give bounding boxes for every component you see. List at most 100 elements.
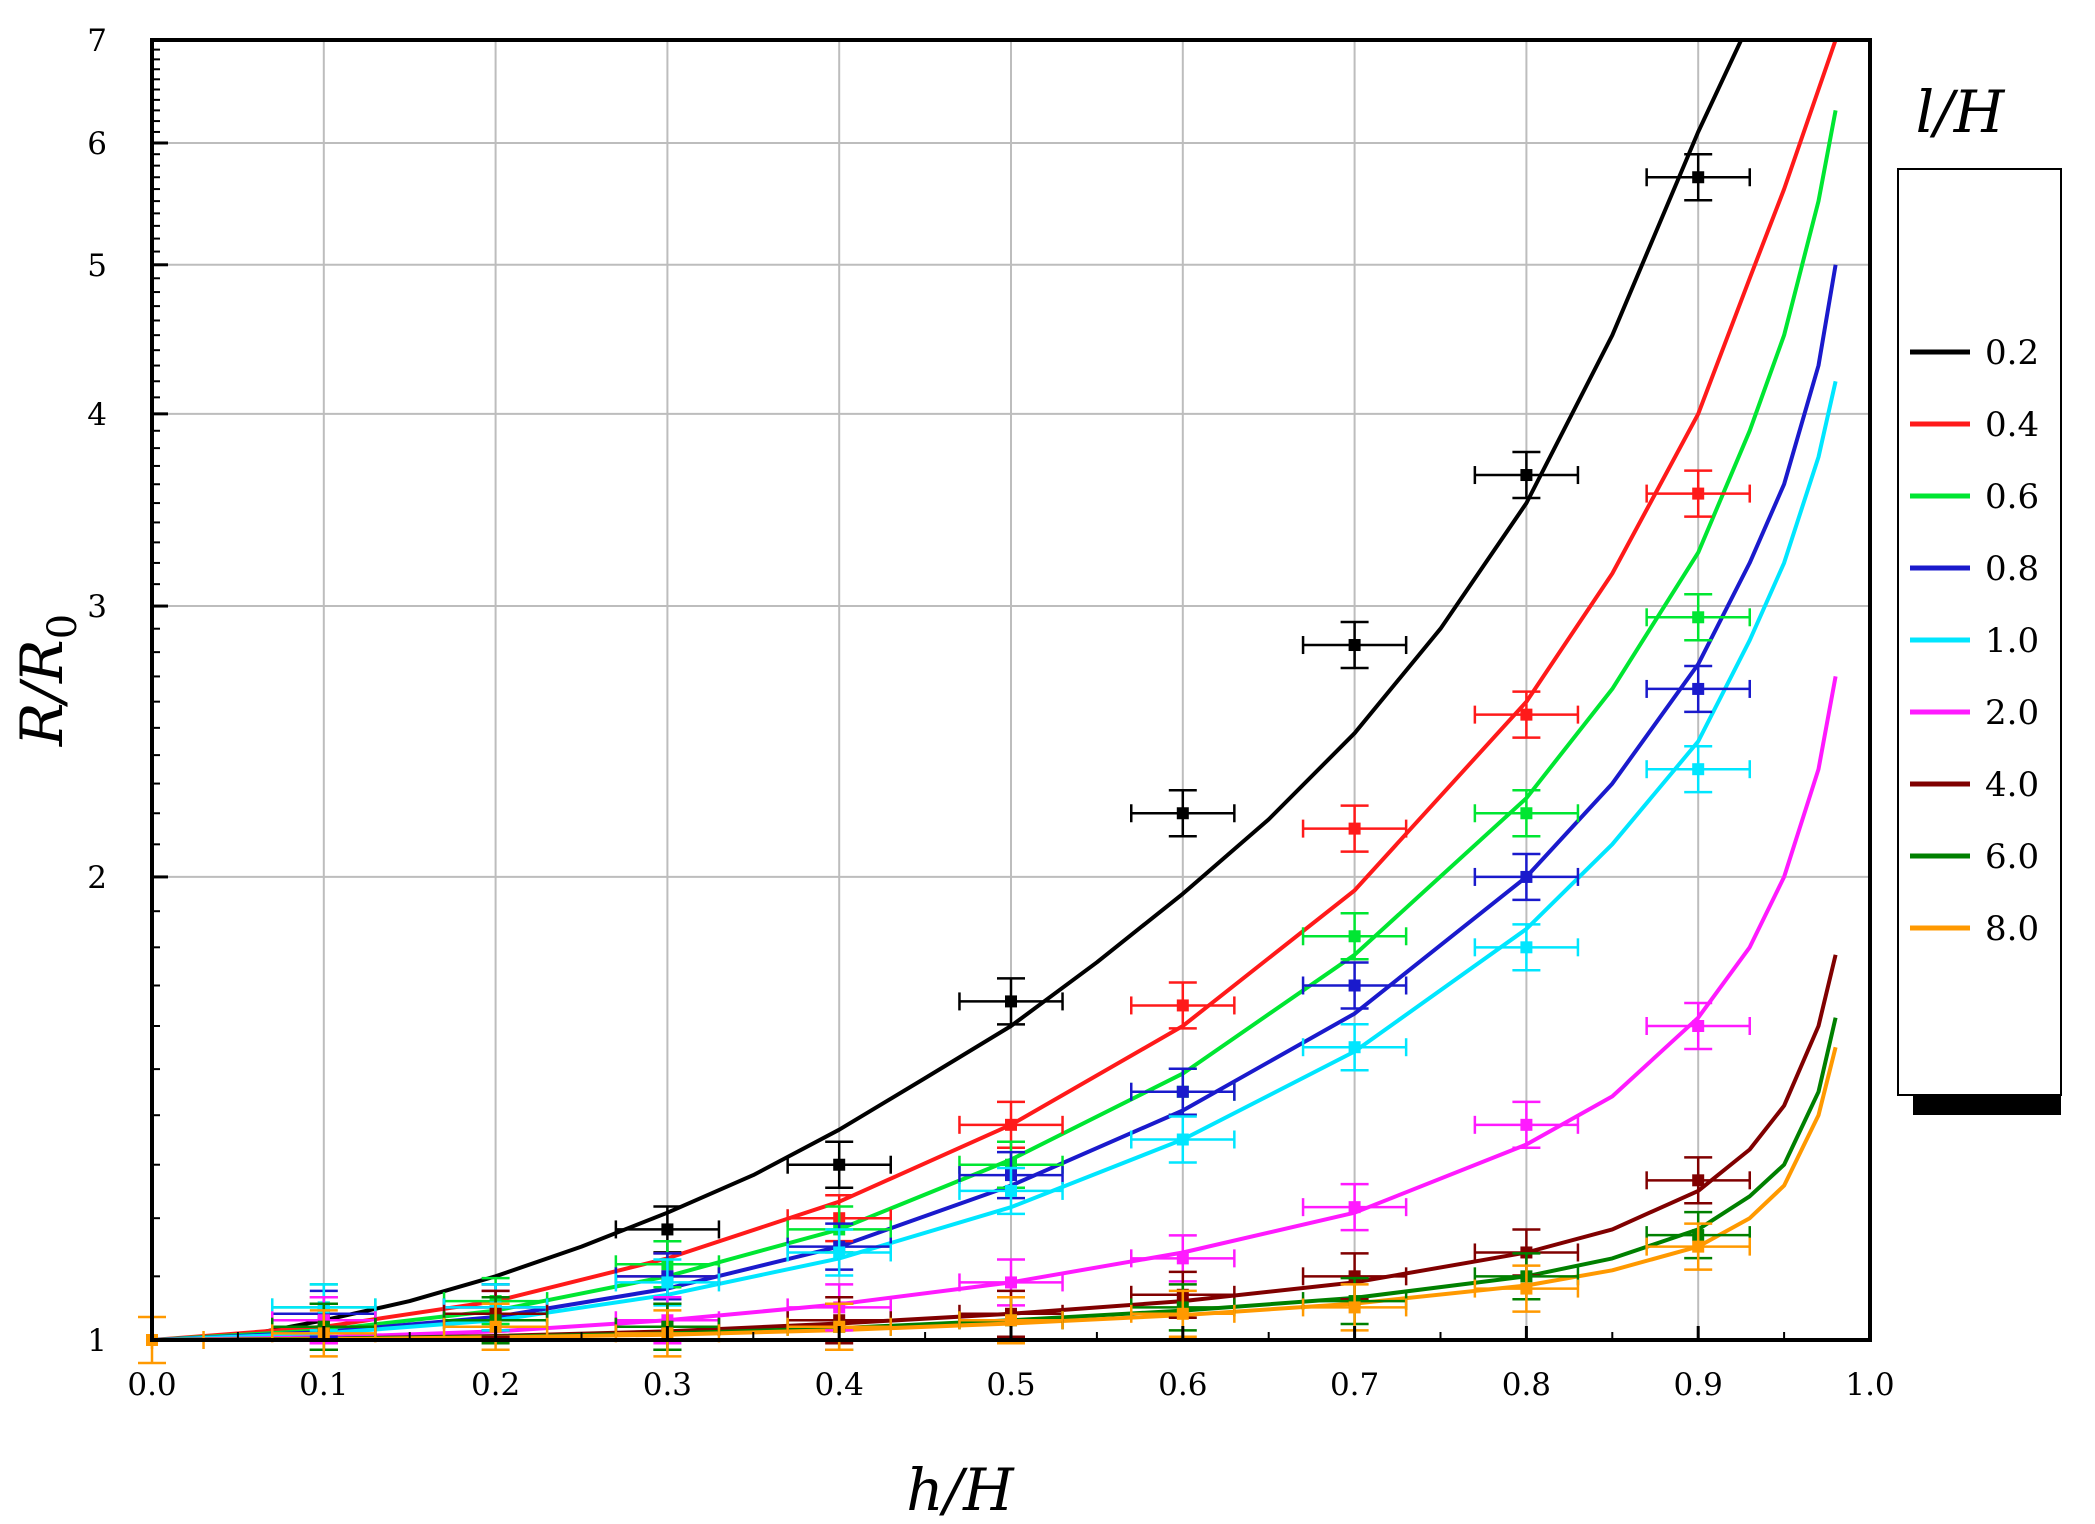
y-tick-label: 7	[87, 23, 107, 59]
data-point	[1473, 789, 1580, 838]
x-tick-label: 0.1	[299, 1367, 348, 1403]
data-point	[1130, 1115, 1236, 1164]
data-point	[1473, 450, 1580, 500]
point-marker	[1176, 1133, 1189, 1146]
y-tick-label: 6	[87, 126, 107, 162]
x-tick-label: 0.7	[1330, 1367, 1379, 1403]
legend-entry-0-6: 0.6	[1910, 477, 2039, 517]
point-marker	[833, 1246, 846, 1259]
data-point	[1301, 961, 1408, 1010]
point-marker	[833, 1158, 846, 1171]
data-point	[1473, 690, 1580, 739]
point-marker	[1520, 1118, 1533, 1131]
data-point	[958, 1100, 1064, 1150]
y-tick-label: 5	[87, 248, 107, 284]
legend-label: 0.6	[1985, 477, 2039, 517]
data-point	[958, 977, 1064, 1026]
data-point	[1473, 852, 1580, 902]
legend-entry-0-8: 0.8	[1910, 549, 2039, 589]
point-marker	[1520, 469, 1533, 482]
data-point	[1473, 1264, 1580, 1313]
legend-label: 4.0	[1985, 765, 2039, 805]
legend-entries: 0.2 0.4 0.6 0.8 1.0 2.0 4.0 6.0 8.0	[1910, 333, 2039, 949]
point-marker	[1692, 1174, 1705, 1187]
legend-label: 0.4	[1985, 405, 2039, 445]
series-line-0-4	[151, 39, 1838, 1342]
series-line-0-8	[151, 264, 1838, 1342]
point-marker	[1692, 487, 1705, 500]
y-tick-label: 4	[87, 397, 107, 433]
point-marker	[1176, 999, 1189, 1012]
data-point	[1130, 981, 1236, 1030]
x-tick-label: 0.6	[1158, 1367, 1207, 1403]
point-marker	[1348, 1201, 1361, 1214]
point-marker	[1176, 807, 1189, 820]
legend-entry-8-0: 8.0	[1910, 909, 2039, 949]
point-marker	[1176, 1252, 1189, 1265]
data-point	[1301, 620, 1408, 670]
series-points-0-2	[271, 153, 1751, 1352]
legend-label: 1.0	[1985, 621, 2039, 661]
point-marker	[1005, 1276, 1017, 1289]
legend-label: 0.2	[1985, 333, 2039, 373]
point-marker	[1348, 979, 1361, 992]
point-marker	[1692, 763, 1705, 776]
x-tick-label: 1.0	[1845, 1367, 1894, 1403]
legend-box	[1897, 168, 2062, 1096]
point-marker	[1520, 1282, 1533, 1295]
point-marker	[661, 1223, 674, 1236]
data-point	[958, 1166, 1064, 1216]
data-point	[1473, 1100, 1580, 1150]
y-axis-title: R/R0	[8, 614, 86, 747]
point-marker	[1692, 171, 1705, 184]
point-marker	[1176, 1307, 1189, 1320]
data-point	[1645, 593, 1751, 642]
point-marker	[1520, 807, 1533, 820]
data-point	[1130, 789, 1236, 838]
data-point	[786, 1140, 892, 1189]
y-axis-title-main: R/R	[8, 639, 76, 747]
axis-ticks	[150, 38, 1872, 1342]
point-marker	[1692, 1020, 1705, 1033]
legend-entry-0-4: 0.4	[1910, 405, 2039, 445]
point-marker	[1005, 1314, 1017, 1327]
point-marker	[1692, 682, 1705, 695]
legend-entry-0-2: 0.2	[1910, 333, 2039, 373]
data-point	[1645, 469, 1751, 518]
legend-label: 0.8	[1985, 549, 2039, 589]
point-marker	[1692, 611, 1705, 624]
point-marker	[1005, 995, 1017, 1008]
point-marker	[1005, 1118, 1017, 1131]
point-marker	[1520, 870, 1533, 883]
data-point	[1301, 804, 1408, 853]
point-marker	[1348, 1041, 1361, 1054]
data-point	[1301, 1182, 1408, 1232]
data-point	[1301, 912, 1408, 961]
x-axis-title: h/H	[906, 1456, 1015, 1524]
x-tick-label: 0.4	[815, 1367, 864, 1403]
point-marker	[1348, 930, 1361, 943]
x-tick-label: 0.9	[1674, 1367, 1723, 1403]
point-marker	[1520, 941, 1533, 954]
legend-entry-4-0: 4.0	[1910, 765, 2039, 805]
data-point	[1301, 1022, 1408, 1072]
y-axis-title-subscript: 0	[40, 614, 86, 639]
point-marker	[1692, 1240, 1705, 1253]
legend-label: 2.0	[1985, 693, 2039, 733]
series-line-0-2	[151, 39, 1744, 1342]
point-marker	[1520, 708, 1533, 721]
data-point	[1645, 744, 1751, 794]
x-tick-label: 0.8	[1502, 1367, 1551, 1403]
grid	[152, 40, 1870, 1340]
data-point	[1645, 1222, 1751, 1271]
data-point	[1473, 923, 1580, 972]
data-point	[1645, 153, 1751, 202]
legend-label: 6.0	[1985, 837, 2039, 877]
legend-entry-6-0: 6.0	[1910, 837, 2039, 877]
point-marker	[1348, 639, 1361, 652]
point-marker	[1348, 1301, 1361, 1314]
data-point	[1645, 1156, 1751, 1205]
data-point	[1645, 664, 1751, 714]
